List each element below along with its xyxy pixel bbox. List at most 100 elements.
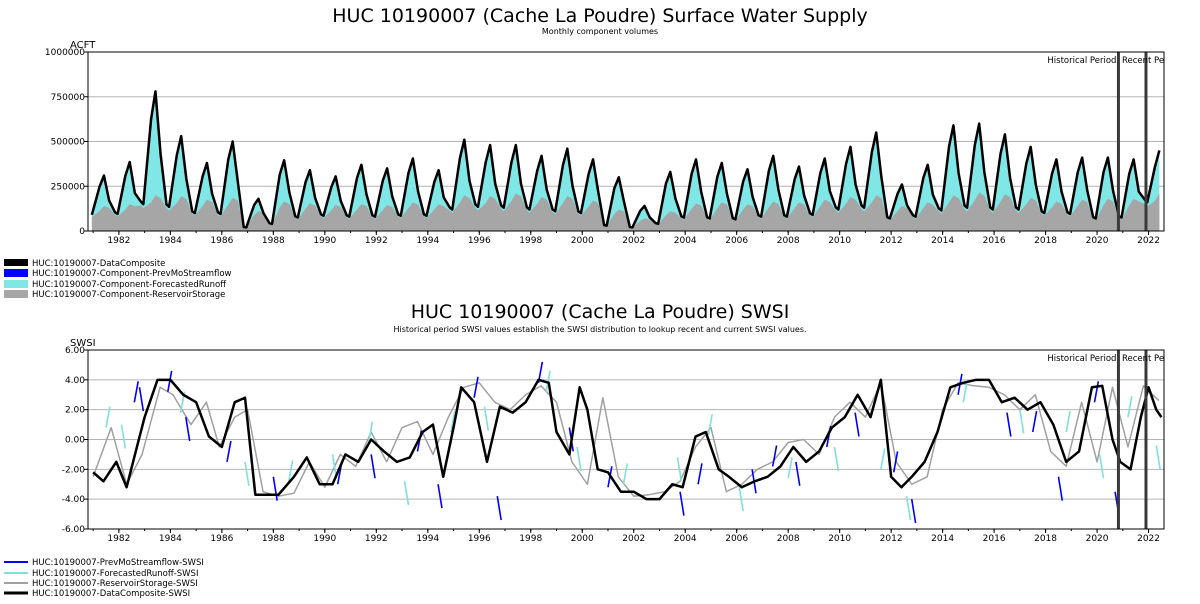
forecasted-runoff-swsi-line — [676, 457, 683, 482]
prev-mo-streamflow-swsi-line — [185, 416, 191, 442]
x-tick-label: 2018 — [1034, 534, 1057, 544]
chart2-subtitle: Historical period SWSI values establish … — [393, 325, 806, 334]
y-tick-label: -4.00 — [62, 495, 86, 505]
chart2-period-lines — [1116, 350, 1148, 529]
forecasted-runoff-swsi-line — [1019, 409, 1025, 434]
data-composite-line — [90, 90, 1161, 229]
x-tick-label: 1998 — [519, 534, 542, 544]
forecasted-runoff-swsi-line — [120, 424, 127, 449]
x-tick-label: 2012 — [880, 236, 903, 246]
chart1-legend-label: HUC:10190007-Component-ForecastedRunoff — [32, 280, 227, 290]
prev-mo-streamflow-swsi-line — [1093, 381, 1100, 403]
x-tick-label: 2010 — [828, 534, 851, 544]
data-composite-swsi-line — [92, 378, 1163, 501]
forecasted-runoff-swsi-line — [707, 413, 714, 436]
y-tick-label: 2.00 — [65, 406, 85, 416]
x-tick-label: 1982 — [107, 534, 130, 544]
y-tick-label: 250000 — [51, 182, 86, 192]
y-tick-label: 0 — [79, 227, 85, 237]
chart2-legend-label: HUC:10190007-ReservoirStorage-SWSI — [32, 579, 198, 589]
prev-mo-streamflow-swsi-line — [771, 445, 778, 467]
chart1-period-lines — [1116, 52, 1148, 231]
x-tick-label: 1994 — [416, 534, 439, 544]
forecasted-runoff-swsi-line — [545, 370, 551, 392]
forecasted-runoff-swsi-line — [1098, 454, 1105, 479]
chart2-legend-label: HUC:10190007-PrevMoStreamflow-SWSI — [32, 558, 204, 568]
x-tick-label: 1994 — [416, 236, 439, 246]
x-tick-label: 1992 — [365, 236, 388, 246]
chart1-subtitle: Monthly component volumes — [542, 27, 658, 36]
x-tick-label: 1984 — [159, 534, 182, 544]
chart1-legend-label: HUC:10190007-DataComposite — [32, 259, 165, 269]
x-tick-label: 1996 — [468, 534, 491, 544]
x-tick-label: 2004 — [674, 236, 697, 246]
x-tick-label: 2004 — [674, 534, 697, 544]
forecasted-runoff-swsi-line — [576, 446, 582, 471]
x-tick-label: 1986 — [210, 236, 233, 246]
x-tick-label: 1982 — [107, 236, 130, 246]
y-tick-label: 750000 — [51, 93, 86, 103]
prev-mo-streamflow-swsi-line — [854, 412, 860, 437]
chart2-lines — [92, 361, 1163, 524]
chart1-x-ticks: 1982 1984 1986 1988 1990 1992 1994 1996 1998 2000… — [92, 231, 1160, 246]
chart2-period-labels: Historical Period Recent Pe — [1047, 354, 1164, 364]
forecasted-runoff-swsi-line — [622, 463, 629, 485]
forecasted-runoff-swsi-line — [738, 487, 744, 512]
x-tick-label: 2006 — [725, 534, 748, 544]
x-tick-label: 2018 — [1034, 236, 1057, 246]
chart2-legend-label: HUC:10190007-DataComposite-SWSI — [32, 589, 190, 599]
forecasted-runoff-swsi-line — [403, 481, 410, 506]
forecasted-runoff-swsi-line — [105, 406, 111, 428]
period-label: Recent Pe — [1122, 354, 1164, 364]
chart1-areas — [90, 90, 1161, 231]
x-tick-label: 1988 — [262, 534, 285, 544]
chart1-title: HUC 10190007 (Cache La Poudre) Surface W… — [332, 5, 867, 27]
chart2-legend: HUC:10190007-PrevMoStreamflow-SWSI HUC:1… — [4, 558, 204, 599]
prev-mo-streamflow-swsi-line — [1031, 411, 1038, 433]
chart1-y-ticks: 1000000 750000 500000 250000 0 — [45, 48, 88, 237]
y-tick-label: -2.00 — [62, 465, 86, 475]
forecasted-runoff-swsi-line — [905, 496, 912, 521]
prev-mo-streamflow-swsi-line — [437, 484, 443, 509]
chart2-title: HUC 10190007 (Cache La Poudre) SWSI — [411, 301, 790, 323]
prev-mo-streamflow-swsi-line — [370, 454, 376, 479]
prev-mo-streamflow-swsi-line — [697, 463, 703, 485]
x-tick-label: 2014 — [931, 236, 954, 246]
x-tick-label: 2012 — [880, 534, 903, 544]
forecasted-runoff-swsi-line — [880, 448, 886, 470]
x-tick-label: 2006 — [725, 236, 748, 246]
chart1-legend-label: HUC:10190007-Component-PrevMoStreamflow — [32, 269, 232, 279]
y-tick-label: 6.00 — [65, 346, 85, 356]
chart1-legend-swatch — [4, 259, 28, 266]
y-tick-label: -6.00 — [62, 525, 86, 535]
x-tick-label: 1992 — [365, 534, 388, 544]
prev-mo-streamflow-swsi-line — [496, 496, 502, 521]
x-tick-label: 2020 — [1086, 534, 1109, 544]
x-tick-label: 1996 — [468, 236, 491, 246]
chart1-legend: HUC:10190007-DataComposite HUC:10190007-… — [4, 259, 232, 300]
x-tick-label: 2008 — [777, 236, 800, 246]
forecasted-runoff-swsi-line — [1065, 411, 1071, 433]
forecasted-runoff-swsi-line — [962, 381, 968, 403]
prev-mo-streamflow-swsi-line — [473, 376, 479, 398]
prev-mo-streamflow-swsi-line — [1057, 476, 1064, 501]
chart1-legend-swatch — [4, 290, 28, 298]
x-tick-label: 2016 — [983, 534, 1006, 544]
y-tick-label: 500000 — [51, 138, 86, 148]
forecasted-runoff-swsi-line — [244, 461, 250, 486]
prev-mo-streamflow-swsi-line — [910, 499, 917, 524]
x-tick-label: 2016 — [983, 236, 1006, 246]
y-tick-label: 0.00 — [65, 436, 85, 446]
x-tick-label: 1986 — [210, 534, 233, 544]
x-tick-label: 2020 — [1086, 236, 1109, 246]
chart1-legend-swatch — [4, 280, 28, 288]
x-tick-label: 1990 — [313, 236, 336, 246]
prev-mo-streamflow-swsi-line — [892, 451, 899, 473]
chart2-legend-label: HUC:10190007-ForecastedRunoff-SWSI — [32, 569, 198, 579]
prev-mo-streamflow-swsi-line — [272, 476, 278, 501]
period-label: Historical Period — [1047, 56, 1116, 66]
chart2-x-ticks: 1982 1984 1986 1988 1990 1992 1994 1996 1998 2000… — [92, 529, 1160, 544]
forecasted-runoff-swsi-line — [287, 460, 294, 482]
prev-mo-streamflow-swsi-line — [679, 491, 685, 516]
